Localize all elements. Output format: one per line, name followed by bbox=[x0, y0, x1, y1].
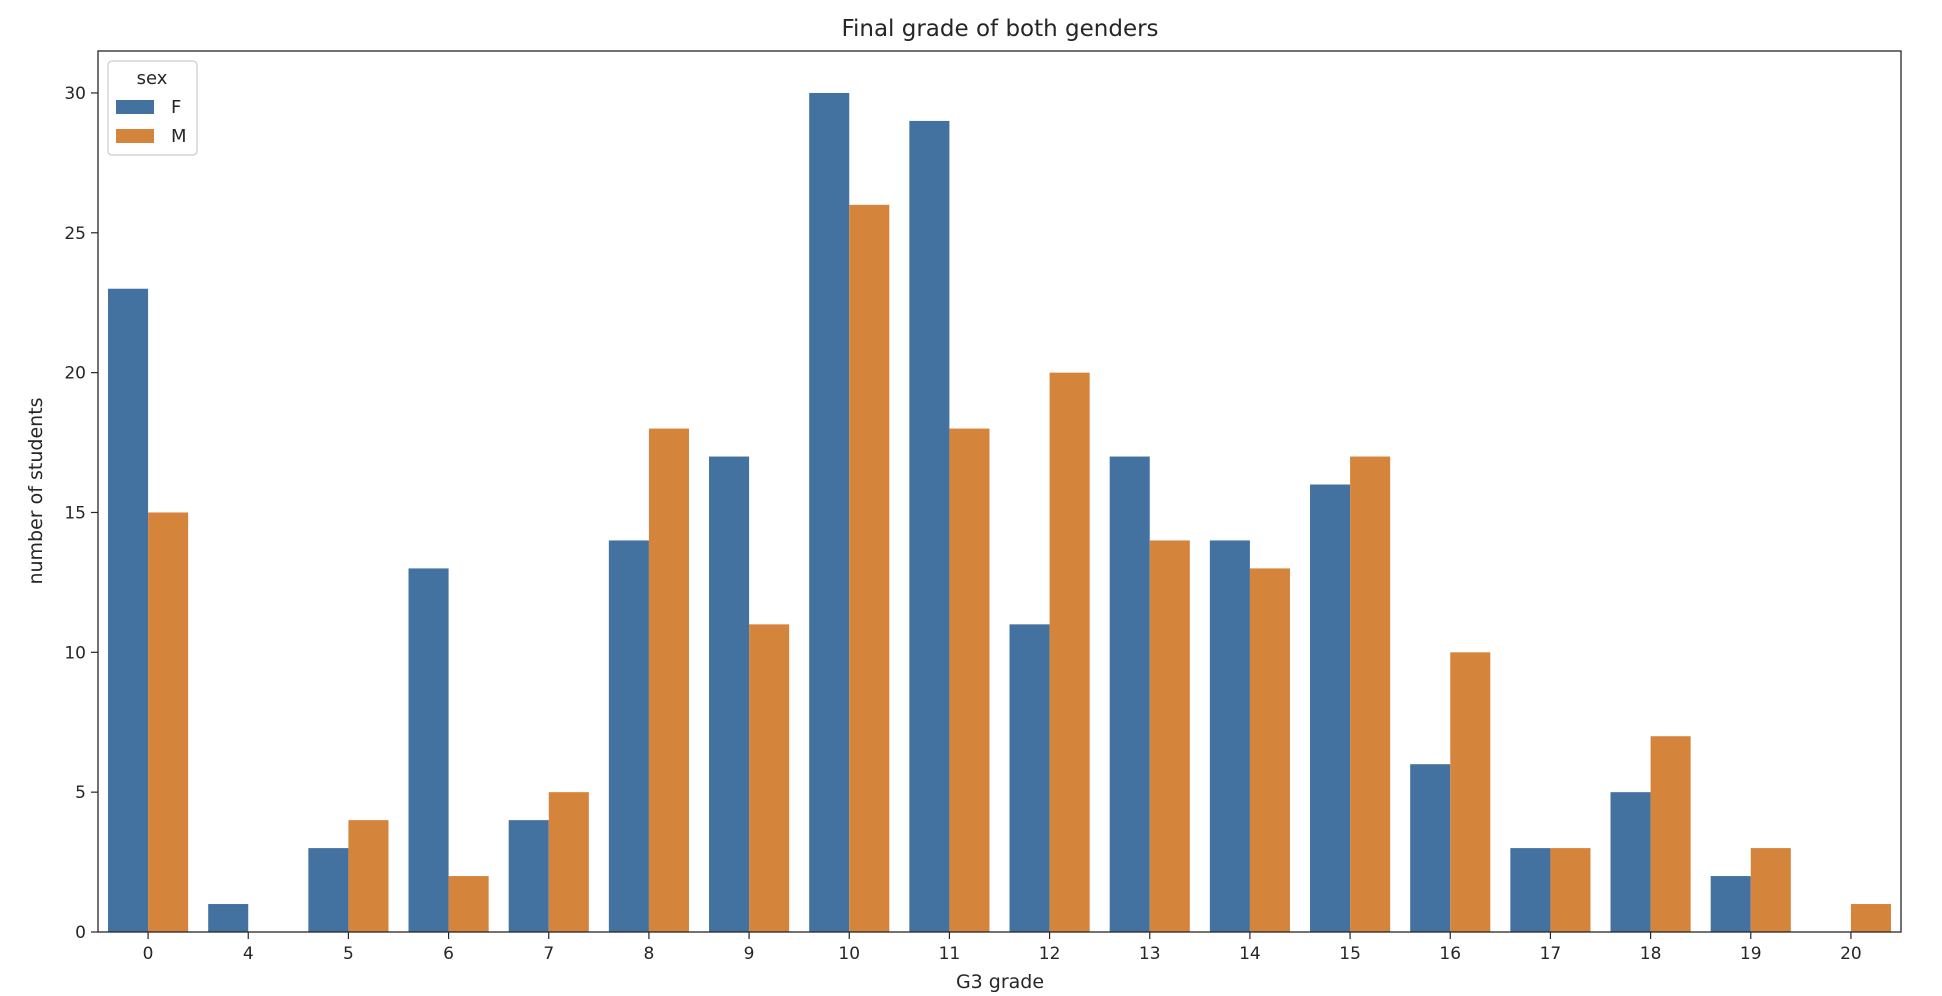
x-tick-label: 4 bbox=[243, 944, 254, 964]
bar-f-6 bbox=[408, 568, 449, 932]
legend-label-f: F bbox=[171, 97, 181, 118]
x-tick-label: 7 bbox=[543, 944, 554, 964]
bar-m-19 bbox=[1750, 848, 1791, 932]
x-tick-label: 20 bbox=[1840, 944, 1862, 964]
bar-f-9 bbox=[709, 456, 750, 932]
x-tick-label: 16 bbox=[1439, 944, 1461, 964]
plot-frame bbox=[97, 50, 1902, 933]
y-tick-label: 25 bbox=[64, 224, 86, 244]
x-tick-label: 8 bbox=[644, 944, 655, 964]
x-tick-label: 11 bbox=[939, 944, 961, 964]
bar-f-13 bbox=[1109, 456, 1150, 932]
x-tick-label: 10 bbox=[838, 944, 860, 964]
bar-f-15 bbox=[1310, 484, 1351, 932]
bar-m-0 bbox=[148, 512, 189, 932]
x-axis-label: G3 grade bbox=[956, 971, 1044, 993]
legend-title: sex bbox=[137, 68, 168, 89]
bar-f-10 bbox=[809, 92, 850, 932]
bar-f-12 bbox=[1009, 624, 1050, 932]
x-tick-label: 19 bbox=[1740, 944, 1762, 964]
legend-label-m: M bbox=[171, 126, 187, 147]
y-tick-label: 10 bbox=[64, 643, 86, 663]
bar-m-15 bbox=[1350, 456, 1391, 932]
y-tick-label: 30 bbox=[64, 84, 86, 104]
bar-f-19 bbox=[1710, 876, 1751, 932]
y-axis-label: number of students bbox=[25, 397, 47, 584]
bar-f-17 bbox=[1510, 848, 1551, 932]
y-axis: 0 5 10 15 20 25 30 bbox=[64, 84, 98, 943]
bar-f-0 bbox=[108, 288, 149, 932]
x-tick-label: 18 bbox=[1640, 944, 1662, 964]
x-tick-label: 0 bbox=[143, 944, 154, 964]
bar-m-17 bbox=[1550, 848, 1591, 932]
x-tick-label: 13 bbox=[1139, 944, 1161, 964]
legend-swatch-f bbox=[116, 100, 154, 114]
bar-f-7 bbox=[508, 820, 549, 932]
bar-f-18 bbox=[1610, 792, 1651, 932]
bar-f-16 bbox=[1410, 764, 1451, 932]
y-tick-label: 15 bbox=[64, 503, 86, 523]
bar-f-8 bbox=[608, 540, 649, 932]
chart-title: Final grade of both genders bbox=[841, 16, 1158, 42]
bars-group bbox=[108, 92, 1891, 933]
bar-m-11 bbox=[949, 428, 990, 932]
x-tick-label: 15 bbox=[1339, 944, 1361, 964]
x-axis: 0 4 5 6 7 8 9 10 11 12 13 14 15 16 17 18 19 20 bbox=[143, 932, 1862, 964]
bar-m-10 bbox=[849, 204, 890, 933]
x-tick-label: 9 bbox=[744, 944, 755, 964]
bar-m-12 bbox=[1049, 372, 1090, 933]
x-tick-label: 6 bbox=[443, 944, 454, 964]
bar-m-18 bbox=[1650, 736, 1691, 932]
bar-f-4 bbox=[208, 904, 249, 932]
x-tick-label: 14 bbox=[1239, 944, 1261, 964]
bar-m-6 bbox=[448, 876, 489, 932]
x-tick-label: 17 bbox=[1540, 944, 1562, 964]
legend-swatch-m bbox=[116, 129, 154, 143]
y-tick-label: 5 bbox=[75, 783, 86, 803]
bar-m-8 bbox=[648, 428, 689, 932]
bar-m-13 bbox=[1149, 540, 1190, 932]
bar-m-14 bbox=[1249, 568, 1290, 932]
bar-m-20 bbox=[1850, 904, 1891, 932]
bar-f-11 bbox=[909, 120, 950, 932]
bar-m-16 bbox=[1450, 652, 1491, 932]
bar-m-9 bbox=[749, 624, 790, 932]
y-tick-label: 20 bbox=[64, 364, 86, 384]
bar-f-5 bbox=[308, 848, 349, 932]
bar-f-14 bbox=[1209, 540, 1250, 932]
bar-m-5 bbox=[348, 820, 389, 932]
legend: sex F M bbox=[107, 60, 198, 156]
x-tick-label: 5 bbox=[343, 944, 354, 964]
x-tick-label: 12 bbox=[1039, 944, 1061, 964]
bar-m-7 bbox=[548, 792, 589, 932]
y-tick-label: 0 bbox=[75, 923, 86, 943]
